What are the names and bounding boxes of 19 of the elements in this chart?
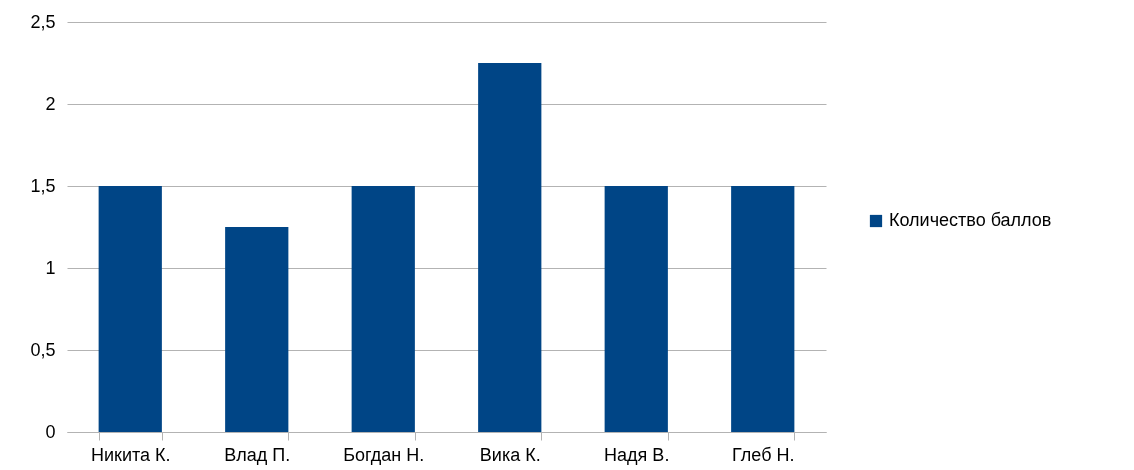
- bar: [731, 186, 795, 432]
- bar: [98, 186, 162, 432]
- legend-label: Количество баллов: [889, 210, 1052, 230]
- x-tick-label: Надя В.: [604, 444, 670, 465]
- x-tick-label: Вика К.: [479, 444, 541, 465]
- x-tick-label: Богдан Н.: [343, 444, 425, 465]
- bar: [604, 186, 668, 432]
- y-tick-label: 0: [45, 421, 56, 442]
- x-tick-label: Влад П.: [224, 444, 291, 465]
- x-tick-label: Глеб Н.: [732, 444, 795, 465]
- y-tick-label: 2,5: [30, 11, 56, 32]
- y-tick-label: 0,5: [30, 339, 56, 360]
- bar: [225, 227, 289, 432]
- y-tick-label: 1,5: [30, 175, 56, 196]
- y-tick-label: 1: [45, 257, 56, 278]
- y-tick-label: 2: [45, 93, 56, 114]
- x-tick-label: Никита К.: [90, 444, 171, 465]
- bar: [478, 63, 542, 432]
- bar: [351, 186, 415, 432]
